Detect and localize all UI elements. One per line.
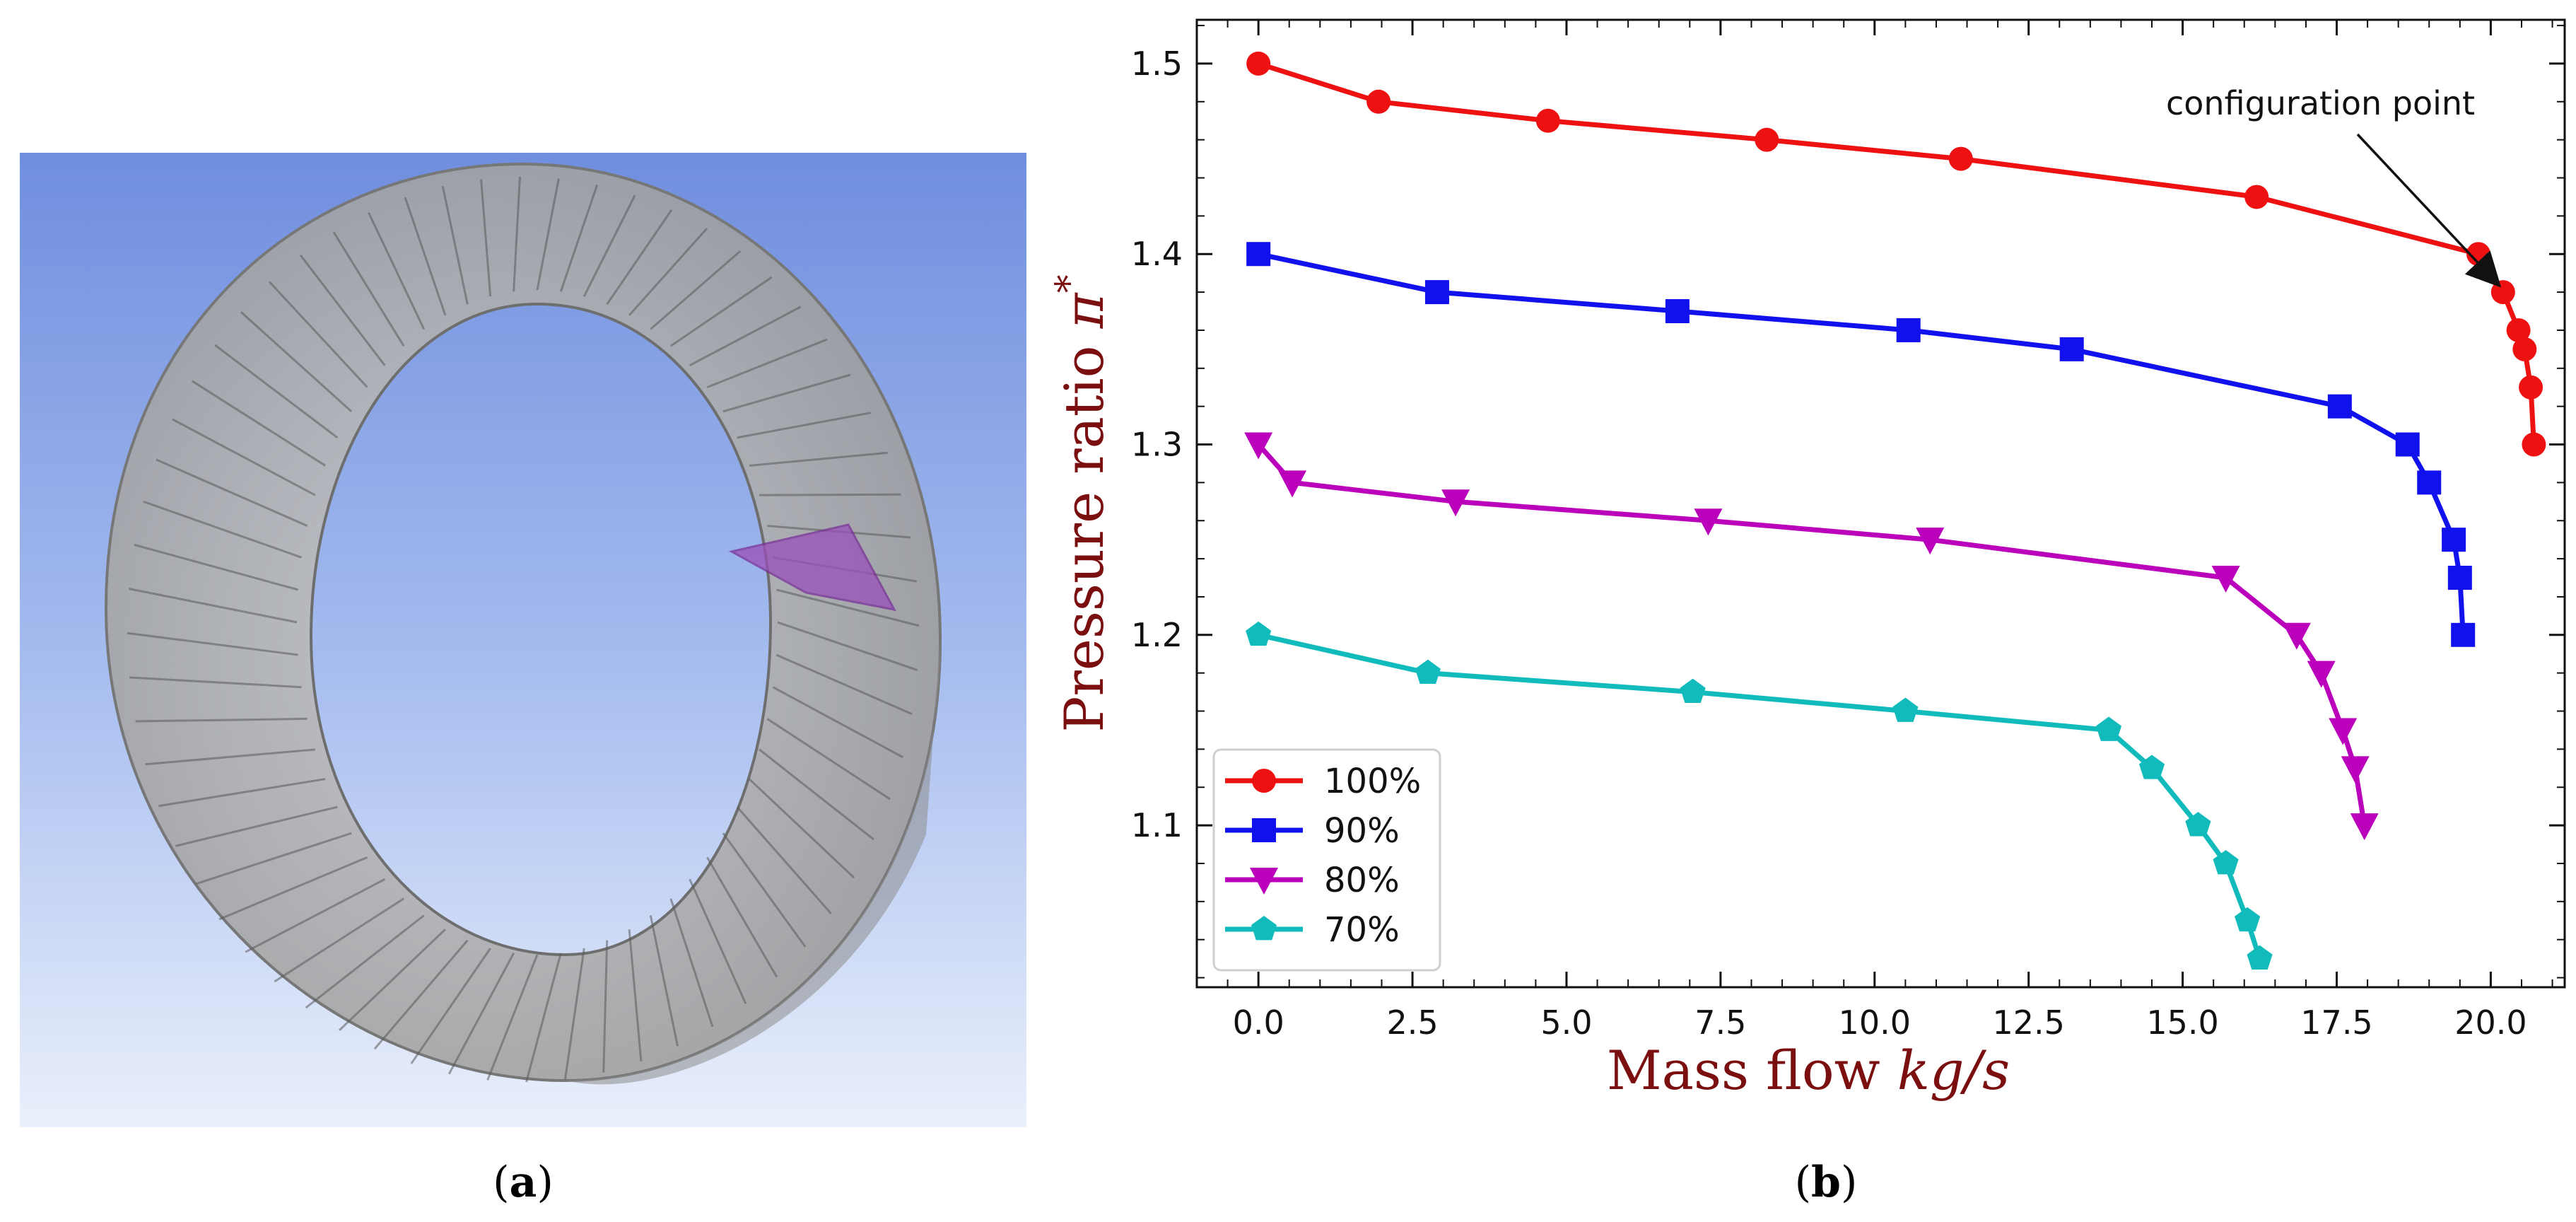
data-point	[2522, 432, 2546, 457]
data-point	[1755, 127, 1779, 152]
data-point	[2059, 337, 2084, 361]
data-point	[1366, 89, 1391, 114]
legend-label: 100%	[1324, 762, 1421, 801]
annotation-text: configuration point	[2166, 84, 2475, 122]
legend-marker	[1252, 818, 1276, 842]
data-point	[2307, 661, 2336, 688]
data-point	[1246, 51, 1271, 76]
data-point	[2095, 716, 2122, 741]
data-point	[1665, 299, 1690, 324]
x-tick-label: 0.0	[1233, 1003, 1284, 1042]
data-point	[1680, 678, 1706, 703]
data-point	[1535, 108, 1560, 133]
data-point	[2442, 528, 2466, 552]
x-tick-label: 5.0	[1540, 1003, 1592, 1042]
y-tick-label: 1.2	[1131, 616, 1183, 654]
legend-label: 90%	[1324, 811, 1400, 851]
panel-a: (a)	[20, 153, 1026, 1207]
plot-frame	[1195, 18, 2566, 989]
legend-box	[1212, 748, 1441, 972]
x-axis-label: Mass flow kg/s	[1607, 1039, 2010, 1102]
data-point	[2138, 755, 2165, 779]
data-point	[1441, 489, 1470, 517]
y-tick-label: 1.4	[1131, 235, 1183, 273]
data-point	[1948, 146, 1973, 171]
data-point	[2282, 622, 2311, 650]
x-tick-label: 20.0	[2454, 1003, 2527, 1042]
annotation-arrow	[2356, 133, 2502, 288]
series-line	[1258, 251, 2466, 635]
data-point	[2350, 813, 2379, 841]
x-tick-label: 10.0	[1839, 1003, 1911, 1042]
axis-ticks: 0.0 2.5 5.0 7.5 10.0 12.5 15.0 17.5 20.0 1.1 1.2 1.…	[1131, 20, 2565, 1042]
legend-marker	[1251, 916, 1277, 941]
legend-item: 90%	[1225, 811, 1400, 851]
data-point	[1896, 318, 1921, 342]
legend-item: 100%	[1225, 762, 1421, 801]
y-tick-label: 1.3	[1131, 426, 1183, 464]
data-point	[2211, 566, 2240, 593]
legend: 100% 90% 80% 70%	[1212, 748, 1441, 972]
data-point	[1278, 470, 1307, 498]
data-point	[1246, 621, 1272, 646]
blade-ring-render	[104, 162, 942, 1085]
data-point	[1424, 280, 1449, 305]
data-point	[2329, 718, 2358, 745]
data-point	[2451, 622, 2476, 647]
data-point	[2235, 907, 2261, 932]
data-point	[1415, 659, 1441, 685]
x-tick-label: 2.5	[1386, 1003, 1438, 1042]
legend-item: 70%	[1225, 910, 1400, 950]
series-line	[1258, 632, 2262, 960]
x-tick-label: 15.0	[2146, 1003, 2218, 1042]
highlighted-blade-passage	[728, 523, 896, 612]
x-tick-label: 7.5	[1694, 1003, 1746, 1042]
data-point	[1892, 697, 1919, 722]
data-point	[2341, 756, 2370, 784]
y-tick-label: 1.1	[1131, 806, 1183, 844]
legend-label: 70%	[1324, 910, 1400, 950]
x-tick-label: 12.5	[1992, 1003, 2064, 1042]
data-point	[1246, 242, 1271, 267]
data-point	[2490, 280, 2515, 305]
data-point	[1244, 432, 1273, 460]
panel-b: 0.0 2.5 5.0 7.5 10.0 12.5 15.0 17.5 20.0 1.1 1.2 1.…	[1048, 18, 2566, 1207]
data-point	[2447, 566, 2472, 590]
series-90pct	[1246, 242, 2476, 647]
y-axis-label: Pressure ratio π*	[1048, 274, 1116, 732]
data-point	[2247, 945, 2273, 970]
y-tick-label: 1.5	[1131, 45, 1183, 83]
data-point	[2512, 337, 2537, 361]
data-point	[2185, 812, 2211, 837]
legend-item: 80%	[1225, 861, 1400, 900]
data-point	[2417, 470, 2442, 495]
legend-label: 80%	[1324, 861, 1400, 900]
data-point	[2506, 318, 2531, 342]
caption-b: (b)	[1795, 1158, 1858, 1207]
data-point	[2244, 185, 2269, 209]
data-point	[2519, 375, 2543, 400]
data-point	[2327, 394, 2352, 419]
legend-marker	[1250, 868, 1278, 895]
data-point	[2395, 432, 2420, 457]
data-point	[2213, 849, 2239, 875]
caption-a: (a)	[493, 1158, 554, 1207]
data-point	[1916, 528, 1945, 555]
series-layer	[1244, 51, 2546, 970]
series-70pct	[1246, 621, 2273, 970]
legend-marker	[1252, 769, 1276, 793]
series-80pct	[1244, 432, 2379, 841]
data-point	[1694, 508, 1723, 536]
x-tick-label: 17.5	[2300, 1003, 2372, 1042]
